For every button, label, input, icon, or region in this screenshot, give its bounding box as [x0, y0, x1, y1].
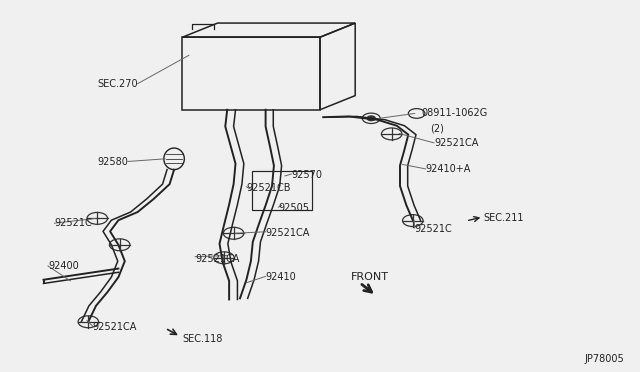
- Text: SEC.118: SEC.118: [182, 334, 223, 343]
- Text: SEC.270: SEC.270: [97, 79, 138, 89]
- Text: (2): (2): [430, 124, 444, 133]
- Text: FRONT: FRONT: [351, 272, 388, 282]
- Text: 92570: 92570: [291, 170, 322, 180]
- Text: 92580: 92580: [97, 157, 128, 167]
- Text: 08911-1062G: 08911-1062G: [421, 109, 488, 118]
- Text: 92521C: 92521C: [54, 218, 92, 228]
- Text: JP78005: JP78005: [584, 354, 624, 364]
- Text: 92521CA: 92521CA: [93, 323, 137, 332]
- Text: 92521CB: 92521CB: [246, 183, 291, 193]
- Text: 92521CA: 92521CA: [266, 228, 310, 237]
- Text: 92521CA: 92521CA: [195, 254, 239, 263]
- Text: 92410: 92410: [266, 272, 296, 282]
- Bar: [252, 171, 312, 210]
- Text: 92400: 92400: [48, 261, 79, 271]
- Text: 92521CA: 92521CA: [434, 138, 478, 148]
- Text: 92521C: 92521C: [415, 224, 452, 234]
- Text: 92505: 92505: [278, 203, 309, 213]
- Text: 92410+A: 92410+A: [426, 164, 471, 174]
- Circle shape: [367, 116, 375, 121]
- Text: SEC.211: SEC.211: [483, 213, 524, 222]
